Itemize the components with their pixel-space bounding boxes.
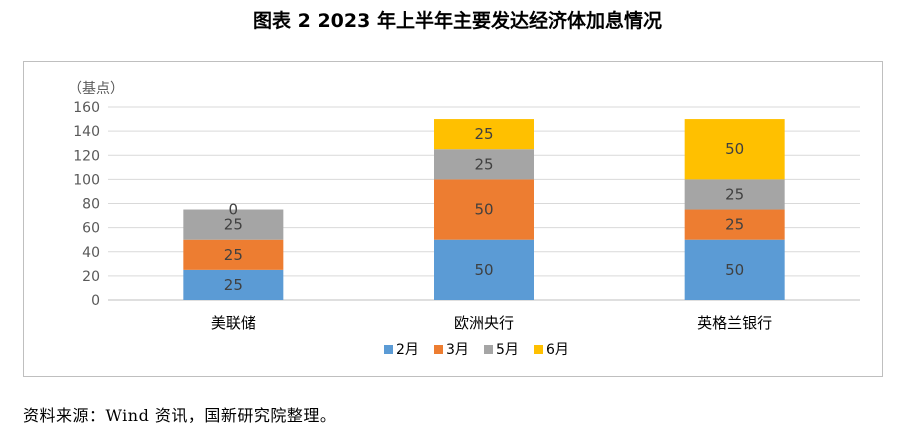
data-label: 50 bbox=[474, 261, 493, 279]
x-tick-label: 英格兰银行 bbox=[697, 314, 772, 332]
data-label: 25 bbox=[725, 185, 744, 203]
bar-segment bbox=[434, 179, 534, 240]
y-axis-label: （基点） bbox=[68, 80, 124, 97]
legend-swatch bbox=[484, 345, 493, 354]
data-label: 25 bbox=[224, 276, 243, 294]
y-tick-label: 80 bbox=[82, 197, 100, 213]
x-tick-label: 美联储 bbox=[211, 314, 256, 332]
legend-swatch bbox=[384, 345, 393, 354]
figure-title: 图表 2 2023 年上半年主要发达经济体加息情况 bbox=[253, 10, 662, 32]
y-tick-label: 20 bbox=[82, 269, 100, 285]
x-tick-label: 欧洲央行 bbox=[454, 314, 514, 332]
chart-container: （基点） 0 20 40 60 80 100 120 140 160 25 25 25 0 美联储 50 50 2… bbox=[23, 61, 883, 377]
bar-segment bbox=[684, 209, 785, 240]
y-tick-label: 0 bbox=[91, 293, 100, 309]
data-label: 50 bbox=[725, 140, 744, 158]
y-tick-label: 160 bbox=[73, 100, 100, 116]
bar-segment bbox=[684, 119, 785, 180]
y-tick-label: 60 bbox=[82, 221, 100, 237]
bar-segment bbox=[183, 239, 284, 270]
data-label: 25 bbox=[725, 216, 744, 234]
bar-segment bbox=[434, 239, 534, 300]
legend-swatch bbox=[434, 345, 443, 354]
legend-swatch bbox=[534, 345, 543, 354]
bar-segment bbox=[183, 209, 284, 240]
y-tick-label: 120 bbox=[73, 148, 100, 164]
data-label: 0 bbox=[229, 201, 239, 219]
data-label: 50 bbox=[474, 201, 493, 219]
data-label: 25 bbox=[224, 216, 243, 234]
data-label: 25 bbox=[474, 155, 493, 173]
bar-segment bbox=[434, 149, 534, 180]
bar-segment bbox=[183, 269, 284, 300]
bar-segment bbox=[434, 119, 534, 150]
legend-label: 6月 bbox=[546, 342, 569, 358]
bar-segment bbox=[684, 179, 785, 210]
y-tick-label: 40 bbox=[82, 245, 100, 261]
bar-segment bbox=[684, 239, 785, 300]
y-tick-label: 140 bbox=[73, 124, 100, 140]
stacked-bar-chart: （基点）0204060801001201401602525250美联储50502… bbox=[68, 80, 860, 358]
data-label: 50 bbox=[725, 261, 744, 279]
source-note: 资料来源：Wind 资讯，国新研究院整理。 bbox=[23, 406, 337, 425]
legend-label: 2月 bbox=[396, 342, 419, 358]
y-tick-label: 100 bbox=[73, 172, 100, 188]
data-label: 25 bbox=[474, 125, 493, 143]
legend-label: 5月 bbox=[496, 342, 519, 358]
data-label: 25 bbox=[224, 246, 243, 264]
legend-label: 3月 bbox=[446, 342, 469, 358]
